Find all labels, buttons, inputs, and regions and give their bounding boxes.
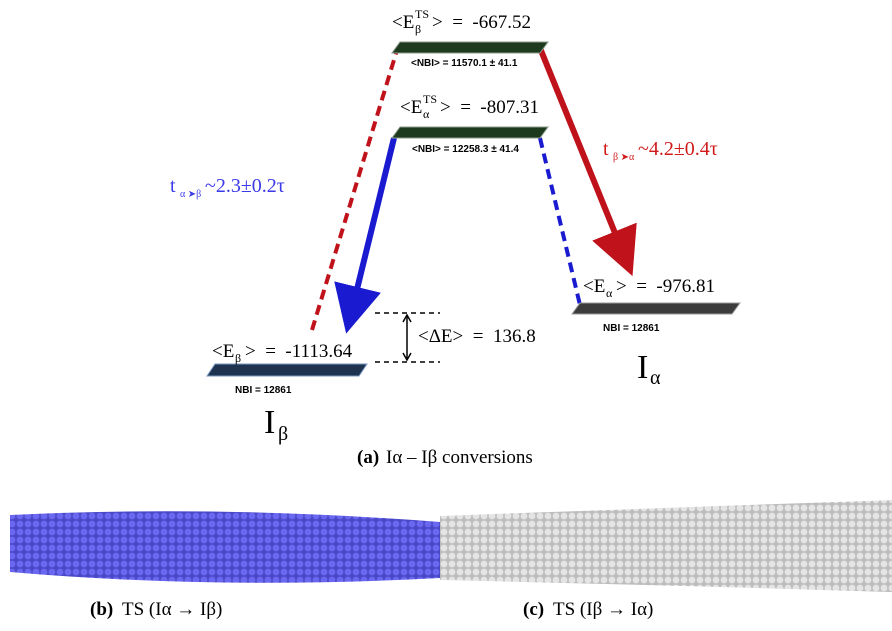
rate-t: t — [170, 175, 176, 197]
rate-value: ~2.3±0.2τ — [205, 175, 285, 197]
level-label: <E — [392, 12, 414, 33]
level-label: <E — [583, 276, 605, 297]
level-value: > = -807.31 — [440, 97, 539, 118]
nbi: NBI = 12861 — [603, 323, 660, 334]
state-sub: α — [650, 367, 661, 389]
nbi: <NBI> = 11570.1 ± 41.1 — [411, 58, 518, 69]
level-value: > = -976.81 — [616, 276, 715, 297]
caption: TS (Iβ → Iα) — [553, 599, 653, 620]
state-label: I — [264, 404, 275, 441]
rate-sub: α ➤β — [180, 189, 201, 200]
rate-value: ~4.2±0.4τ — [638, 138, 718, 160]
level-bar — [206, 363, 368, 377]
level-value: > = -667.52 — [432, 12, 531, 33]
arrowheads — [402, 313, 412, 362]
level-bar — [391, 41, 549, 54]
nbi: <NBI> = 12258.3 ± 41.4 — [412, 144, 519, 155]
rate-t: t — [603, 138, 609, 160]
level-sup: TS — [423, 92, 437, 106]
state-label: I — [637, 349, 648, 386]
level-sub: α — [423, 107, 430, 121]
level-sub: β — [235, 351, 241, 365]
fiber-image-gray — [440, 500, 892, 592]
nbi: NBI = 12861 — [235, 385, 292, 396]
level-sub: α — [606, 286, 613, 300]
dashed-path — [538, 137, 582, 306]
level-sub: β — [415, 22, 421, 36]
rate-sub: β ➤α — [613, 152, 635, 163]
caption-tag: (c) — [523, 599, 544, 620]
level-label: <E — [400, 97, 422, 118]
level-bar — [391, 126, 549, 139]
caption: Iα – Iβ conversions — [386, 447, 533, 468]
arrow — [537, 46, 637, 277]
arrow — [334, 137, 397, 334]
level-bar — [571, 302, 741, 315]
level-bars — [206, 41, 741, 377]
caption: TS (Iα → Iβ) — [122, 599, 222, 620]
level-sup: TS — [415, 7, 429, 21]
state-sub: β — [278, 423, 288, 445]
level-label: <E — [212, 341, 234, 362]
dashed-path — [310, 49, 399, 331]
caption-tag: (a) — [357, 447, 379, 468]
level-value: > = -1113.64 — [245, 341, 353, 362]
delta-label: <ΔE> = 136.8 — [418, 326, 536, 347]
caption-tag: (b) — [90, 599, 113, 620]
fiber-image-blue — [10, 511, 440, 583]
